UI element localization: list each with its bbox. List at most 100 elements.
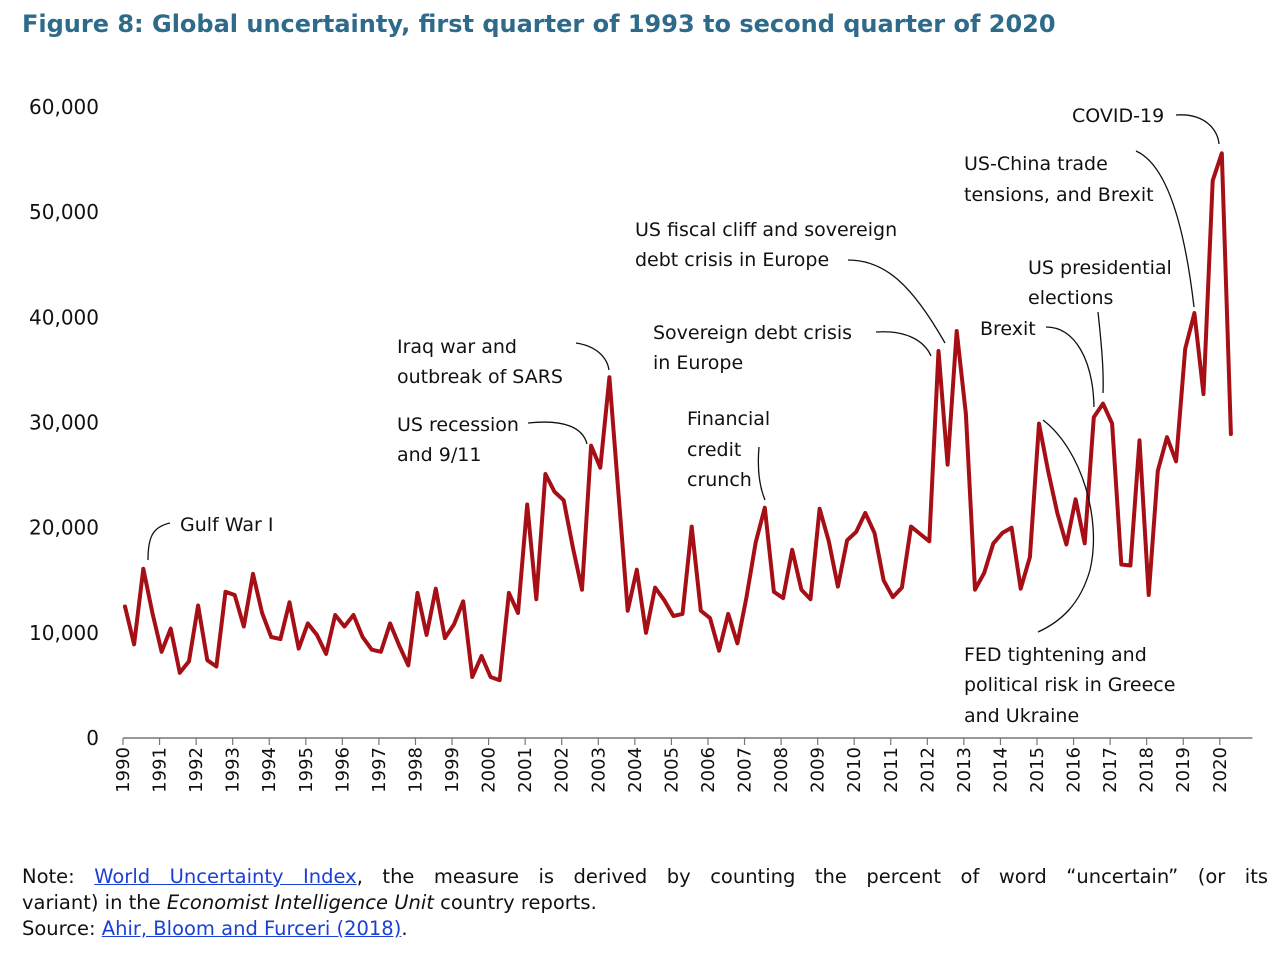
data-point (763, 506, 767, 510)
data-point (150, 611, 154, 615)
data-point (772, 590, 776, 594)
data-point (681, 612, 685, 616)
x-tick-label: 2010 (844, 747, 865, 793)
data-point (662, 598, 666, 602)
data-point (1165, 435, 1169, 439)
data-point (873, 531, 877, 535)
x-tick-label: 2004 (625, 747, 646, 793)
data-point (827, 539, 831, 543)
data-point (1092, 415, 1096, 419)
leader-brexit (1045, 326, 1095, 408)
data-point (699, 609, 703, 613)
data-point (1220, 151, 1224, 155)
data-point (1174, 459, 1178, 463)
data-point (571, 546, 575, 550)
data-point (946, 463, 950, 467)
x-tick-label: 1995 (296, 747, 317, 793)
data-point (352, 613, 356, 617)
data-point (790, 548, 794, 552)
data-point (745, 595, 749, 599)
data-point (160, 650, 164, 654)
data-point (507, 591, 511, 595)
data-point (489, 675, 493, 679)
data-point (1037, 422, 1041, 426)
data-point (1110, 422, 1114, 426)
data-point (406, 663, 410, 667)
data-point (1192, 311, 1196, 315)
data-point (635, 568, 639, 572)
x-tick-label: 2012 (917, 747, 938, 793)
data-point (617, 493, 621, 497)
annotation-fed-tightening: FED tightening and political risk in Gree… (964, 644, 1175, 727)
leader-sovereign-debt (875, 331, 932, 357)
data-point (324, 652, 328, 656)
data-point (379, 650, 383, 654)
data-point (1202, 392, 1206, 396)
data-point (187, 659, 191, 663)
note-line2-text: variant) in the (22, 891, 167, 914)
world-uncertainty-index-link[interactable]: World Uncertainty Index (94, 865, 357, 888)
x-tick-label: 1991 (150, 747, 171, 793)
data-point (1211, 179, 1215, 183)
x-tick-label: 1999 (442, 747, 463, 793)
data-point (809, 597, 813, 601)
x-tick-label: 1990 (113, 747, 134, 793)
x-tick-label: 2001 (515, 747, 536, 793)
leader-fed-tightening (1037, 419, 1095, 633)
annotation-fiscal-cliff: US fiscal cliff and sovereign debt crisis… (635, 219, 897, 271)
data-point (754, 540, 758, 544)
note-line1-text: , the measure is derived by counting the… (356, 865, 1269, 888)
series-line-global-uncertainty (123, 151, 1233, 683)
x-tick-label: 2013 (954, 747, 975, 793)
x-tick-label: 2017 (1100, 747, 1121, 793)
data-point (1128, 564, 1132, 568)
x-tick-label: 2016 (1064, 747, 1085, 793)
data-point (196, 604, 200, 608)
data-point (397, 644, 401, 648)
data-point (982, 571, 986, 575)
data-point (836, 585, 840, 589)
data-point (735, 641, 739, 645)
data-point (1147, 593, 1151, 597)
data-point (306, 621, 310, 625)
note-line-2: variant) in the Economist Intelligence U… (22, 890, 1268, 916)
note-block: Note: World Uncertainty Index, the measu… (22, 864, 1268, 942)
x-tick-label: 1996 (332, 747, 353, 793)
data-point (1156, 469, 1160, 473)
leader-us-recession (527, 421, 588, 445)
data-point (553, 490, 557, 494)
data-point (242, 625, 246, 629)
data-point (781, 596, 785, 600)
data-point (178, 671, 182, 675)
y-tick-label: 10,000 (29, 621, 99, 645)
data-point (278, 637, 282, 641)
data-point (607, 375, 611, 379)
x-tick-label: 2018 (1137, 747, 1158, 793)
data-point (297, 647, 301, 651)
data-point (1074, 497, 1078, 501)
leader-covid (1175, 114, 1220, 145)
data-point (653, 586, 657, 590)
y-axis: 0 10,000 20,000 30,000 40,000 50,000 60,000 (29, 95, 99, 750)
data-point (534, 597, 538, 601)
annotation-iraq-war: Iraq war and outbreak of SARS (397, 336, 563, 388)
annotation-covid: COVID-19 (1072, 105, 1164, 127)
annotation-gulf-war: Gulf War I (180, 514, 273, 536)
data-point (1046, 469, 1050, 473)
x-tick-label: 2019 (1173, 747, 1194, 793)
y-tick-label: 60,000 (29, 95, 99, 119)
data-point (132, 642, 136, 646)
data-point (498, 678, 502, 682)
data-point (598, 466, 602, 470)
data-point (315, 633, 319, 637)
data-point (416, 591, 420, 595)
x-tick-label: 2008 (771, 747, 792, 793)
data-point (470, 675, 474, 679)
note-line2-end: country reports. (433, 891, 597, 914)
ahir-bloom-furceri-link[interactable]: Ahir, Bloom and Furceri (2018) (101, 917, 402, 940)
leader-us-elections (1097, 311, 1104, 394)
x-tick-label: 2007 (735, 747, 756, 793)
leader-us-china (1135, 150, 1195, 308)
data-point (845, 538, 849, 542)
data-point (690, 525, 694, 529)
